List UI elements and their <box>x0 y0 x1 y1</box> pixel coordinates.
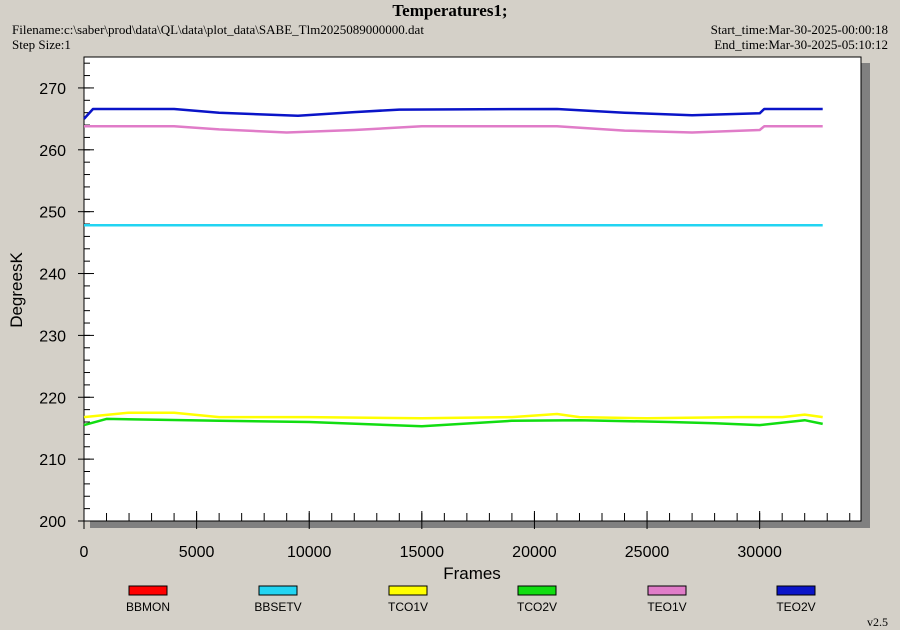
legend-label-bbsetv: BBSETV <box>254 600 301 614</box>
x-tick-label: 10000 <box>287 544 332 561</box>
y-tick-label: 220 <box>39 390 66 407</box>
legend-label-tco1v: TCO1V <box>388 600 428 614</box>
x-tick-label: 25000 <box>625 544 670 561</box>
x-tick-label: 30000 <box>737 544 782 561</box>
axes-group: 200 210 220 230 240 250 260 270 0 5000 10000 15000 2… <box>39 62 851 561</box>
series-line-tco2v <box>83 417 823 428</box>
y-tick-label: 250 <box>39 205 66 222</box>
legend-label-tco2v: TCO2V <box>517 600 557 614</box>
series-line-teo1v <box>84 125 823 134</box>
legend-swatch-tco2v <box>517 585 557 596</box>
legend-label-teo2v: TEO2V <box>776 600 815 614</box>
legend-label-teo1v: TEO1V <box>647 600 686 614</box>
legend-swatch-teo1v <box>647 585 687 596</box>
start-time-label: Start_time:Mar-30-2025-00:00:18 <box>710 22 888 37</box>
legend: BBMON BBSETV TCO1V TCO2V TEO1V TEO2V <box>126 585 816 614</box>
x-tick-label: 5000 <box>179 544 215 561</box>
x-tick-label: 15000 <box>400 544 445 561</box>
chart-title: Temperatures1; <box>392 1 508 20</box>
legend-swatch-tco1v <box>388 585 428 596</box>
x-axis-label: Frames <box>443 564 501 583</box>
legend-label-bbmon: BBMON <box>126 600 170 614</box>
series-group <box>83 107 823 428</box>
legend-swatch-bbmon <box>128 585 168 596</box>
y-axis-label: DegreesK <box>7 252 26 328</box>
legend-swatch-teo2v <box>776 585 816 596</box>
series-line-teo2v <box>83 107 823 120</box>
y-tick-label: 260 <box>39 143 66 160</box>
y-tick-label: 210 <box>39 452 66 469</box>
y-tick-label: 230 <box>39 328 66 345</box>
series-line-tco1v <box>83 411 823 420</box>
y-tick-label: 240 <box>39 267 66 284</box>
y-tick-label: 270 <box>39 81 66 98</box>
step-size-label: Step Size:1 <box>12 37 71 52</box>
plot-area <box>83 56 862 522</box>
legend-swatch-bbsetv <box>258 585 298 596</box>
end-time-label: End_time:Mar-30-2025-05:10:12 <box>714 37 888 52</box>
version-label: v2.5 <box>867 615 888 629</box>
x-tick-label: 0 <box>80 544 89 561</box>
filename-label: Filename:c:\saber\prod\data\QL\data\plot… <box>12 22 424 37</box>
y-tick-label: 200 <box>39 514 66 531</box>
x-tick-label: 20000 <box>512 544 557 561</box>
